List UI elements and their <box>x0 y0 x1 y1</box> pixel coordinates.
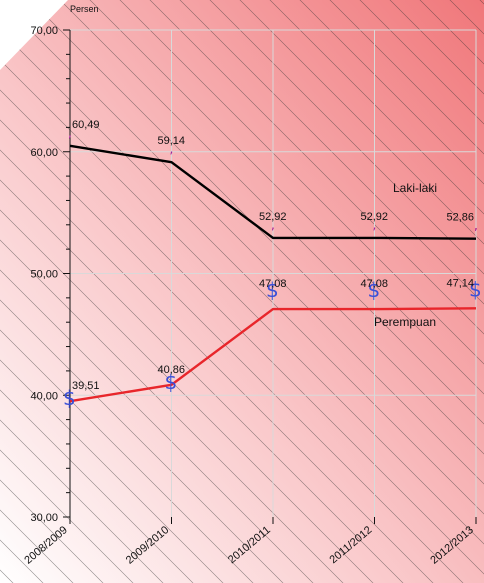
data-label: 47,14 <box>446 277 474 289</box>
y-tick-label: 70,00 <box>30 25 58 37</box>
data-label: 40,86 <box>158 364 186 376</box>
y-tick-label: 50,00 <box>30 269 58 281</box>
data-point-marker: , <box>474 219 478 233</box>
data-label: 47,08 <box>259 278 287 290</box>
y-tick-label: 40,00 <box>30 390 58 402</box>
data-label: 52,86 <box>446 212 474 224</box>
data-label: 52,92 <box>361 211 389 223</box>
series-name-label: Perempuan <box>374 315 436 329</box>
data-label: 47,08 <box>361 278 389 290</box>
data-label: 59,14 <box>158 135 186 147</box>
unit-label: Persen <box>70 4 99 14</box>
series-name-label: Laki-laki <box>393 181 437 195</box>
y-tick-label: 60,00 <box>30 147 58 159</box>
data-label: 39,51 <box>72 380 100 392</box>
data-label: 52,92 <box>259 211 287 223</box>
y-tick-label: 30,00 <box>30 512 58 524</box>
data-label: 60,49 <box>72 119 100 131</box>
